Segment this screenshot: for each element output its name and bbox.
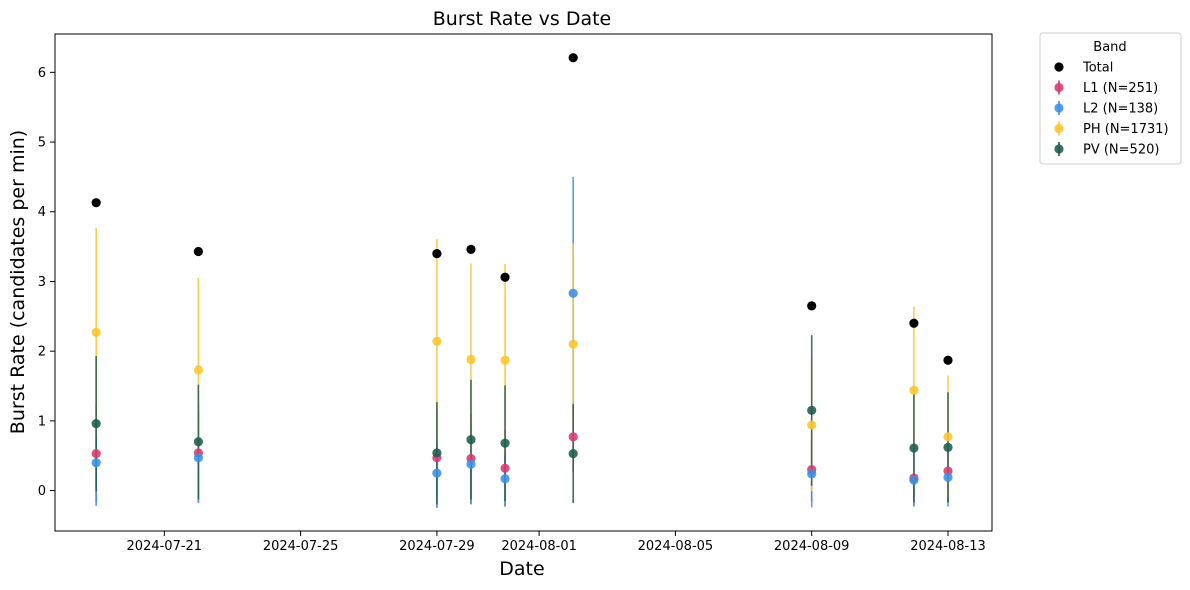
- x-tick-label: 2024-07-25: [263, 539, 339, 554]
- x-tick-label: 2024-07-29: [399, 539, 475, 554]
- legend: Band Total L1 (N=251) L2 (N=138) PH (N=1731…: [1039, 32, 1182, 165]
- point-l2: [568, 288, 578, 298]
- legend-label-pv: PV (N=520): [1083, 143, 1159, 158]
- x-tick-label: 2024-08-05: [638, 539, 714, 554]
- legend-label-l1: L1 (N=251): [1083, 81, 1158, 96]
- point-pv: [466, 435, 476, 445]
- point-ph: [568, 339, 578, 349]
- point-total: [943, 355, 953, 365]
- point-total: [193, 246, 203, 257]
- point-pv: [568, 449, 578, 459]
- x-tick-label: 2024-07-21: [127, 539, 203, 554]
- point-pv: [432, 448, 442, 458]
- point-l2: [807, 469, 817, 479]
- point-ph: [432, 336, 442, 347]
- point-total: [91, 198, 101, 208]
- point-pv: [909, 443, 919, 453]
- x-tick-label: 2024-08-01: [501, 539, 577, 554]
- x-axis: 2024-07-21 2024-07-25 2024-07-29 2024-08-01…: [127, 531, 986, 554]
- y-tick-label: 3: [38, 275, 46, 290]
- y-tick-label: 0: [38, 484, 46, 499]
- legend-marker-pv: [1054, 144, 1064, 154]
- point-l2: [943, 472, 953, 482]
- y-tick-label: 6: [38, 66, 46, 81]
- point-ph: [943, 432, 953, 442]
- point-l1: [568, 432, 578, 442]
- point-l1: [500, 463, 510, 473]
- y-tick-label: 5: [38, 136, 46, 151]
- legend-marker-total: [1054, 62, 1064, 72]
- point-total: [466, 244, 476, 254]
- point-total: [500, 272, 510, 282]
- legend-marker-l1: [1054, 82, 1064, 93]
- legend-marker-l2: [1054, 103, 1064, 113]
- point-pv: [500, 438, 510, 448]
- x-axis-label: Date: [499, 558, 544, 580]
- point-total: [909, 318, 919, 328]
- point-pv: [91, 419, 101, 429]
- y-tick-label: 1: [38, 414, 46, 429]
- x-tick-label: 2024-08-09: [774, 539, 850, 554]
- point-ph: [909, 385, 919, 395]
- point-total: [432, 248, 442, 259]
- legend-label-ph: PH (N=1731): [1083, 122, 1169, 137]
- chart-title: Burst Rate vs Date: [433, 8, 611, 30]
- point-l2: [909, 475, 919, 485]
- y-axis: 0 1 2 3 4 5 6: [38, 66, 55, 499]
- point-ph: [193, 365, 203, 375]
- plot-area: [91, 53, 953, 508]
- y-axis-label: Burst Rate (candidates per min): [7, 130, 29, 434]
- point-pv: [943, 442, 953, 452]
- point-l2: [193, 453, 203, 463]
- legend-label-l2: L2 (N=138): [1083, 102, 1158, 117]
- point-l2: [432, 468, 442, 478]
- legend-frame: [1039, 32, 1182, 165]
- point-total: [568, 53, 578, 63]
- point-pv: [193, 437, 203, 447]
- point-l1: [91, 449, 101, 459]
- point-pv: [807, 405, 817, 416]
- x-tick-label: 2024-08-13: [910, 539, 986, 554]
- point-l2: [500, 474, 510, 484]
- point-ph: [466, 354, 476, 365]
- point-total: [807, 301, 817, 311]
- y-tick-label: 4: [38, 205, 46, 220]
- legend-title: Band: [1093, 40, 1126, 55]
- legend-marker-ph: [1054, 123, 1064, 134]
- point-ph: [807, 420, 817, 430]
- plot-frame: [54, 33, 993, 532]
- point-l2: [91, 458, 101, 468]
- point-ph: [91, 327, 101, 337]
- point-l2: [466, 459, 476, 469]
- y-tick-label: 2: [38, 345, 46, 360]
- point-ph: [500, 355, 510, 365]
- legend-label-total: Total: [1082, 61, 1113, 76]
